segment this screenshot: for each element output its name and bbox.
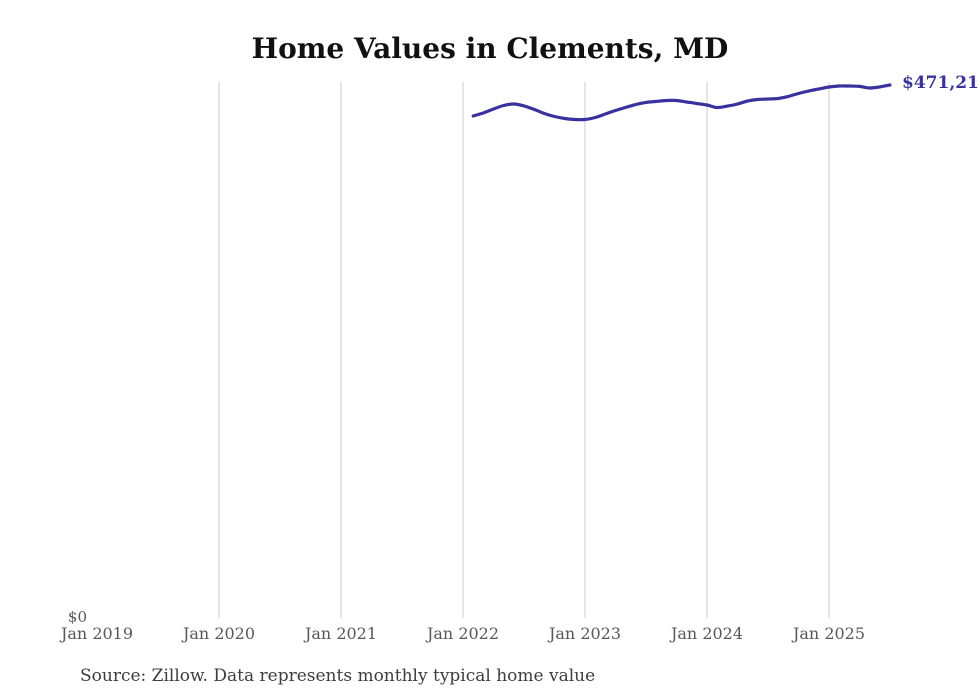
- x-tick-label: Jan 2021: [304, 624, 378, 643]
- x-axis-labels: Jan 2019 Jan 2020 Jan 2021 Jan 2022 Jan 2023…: [0, 624, 980, 646]
- home-value-line: [471, 83, 892, 122]
- series-end-value-label: $471,212: [902, 73, 980, 93]
- source-note: Source: Zillow. Data represents monthly …: [80, 666, 596, 686]
- x-tick-label: Jan 2020: [182, 624, 256, 643]
- x-tick-label: Jan 2024: [670, 624, 744, 643]
- x-tick-label: Jan 2025: [792, 624, 866, 643]
- x-tick-label: Jan 2019: [60, 624, 134, 643]
- y-axis-zero-label: $0: [67, 608, 87, 626]
- chart-title: Home Values in Clements, MD: [251, 32, 729, 65]
- x-tick-label: Jan 2022: [426, 624, 500, 643]
- x-tick-label: Jan 2023: [548, 624, 622, 643]
